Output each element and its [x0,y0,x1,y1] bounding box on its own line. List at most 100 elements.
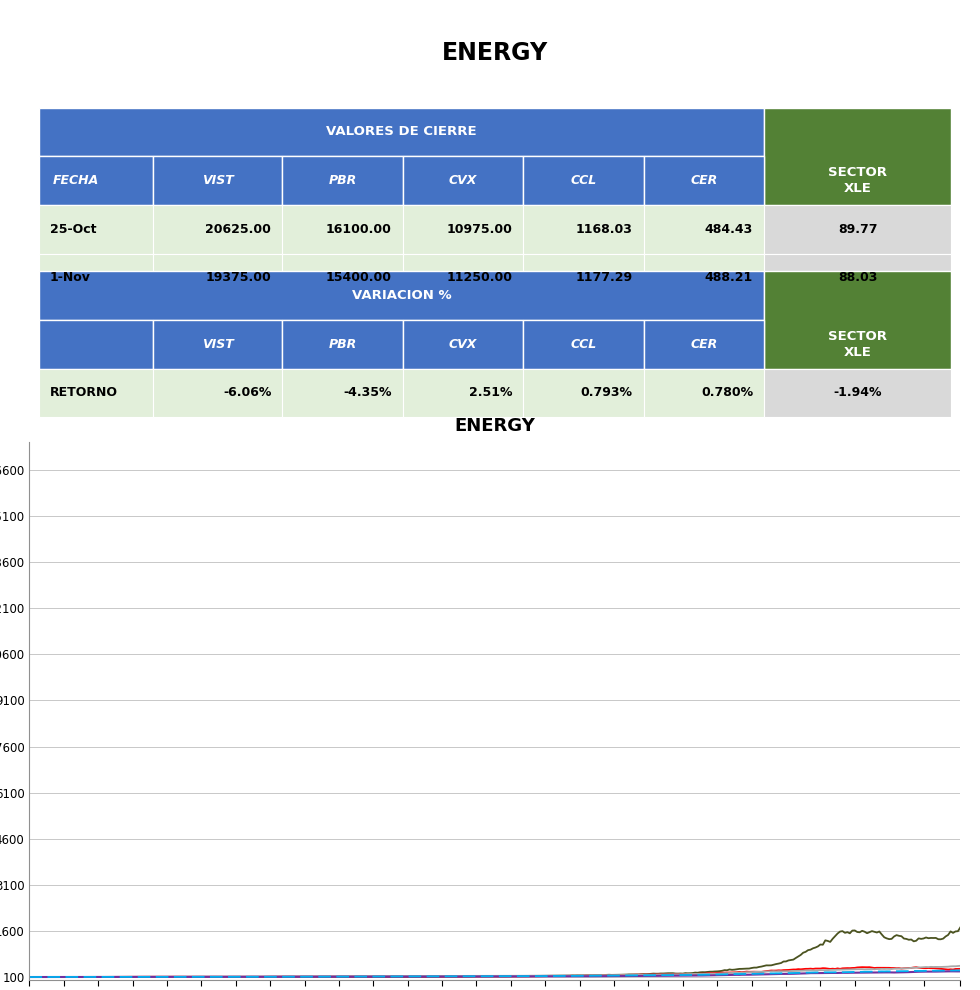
CVX [738,966,750,978]
CER [955,964,966,976]
PBR [539,970,551,982]
Bar [38,253,153,302]
CVX [24,971,35,983]
CER [24,971,35,983]
CCL [24,971,35,983]
Text: -6.06%: -6.06% [223,386,271,399]
Bar [38,368,153,417]
CVX [26,971,38,983]
Text: VALORES DE CIERRE: VALORES DE CIERRE [326,126,476,139]
CER [576,970,588,982]
Bar [153,320,282,368]
VIST [539,970,551,982]
Text: CCL: CCL [570,338,597,350]
Text: 19375.00: 19375.00 [206,271,271,284]
Text: VIST: VIST [202,338,233,350]
CVX [955,960,966,972]
Bar [38,156,153,205]
Bar [644,320,764,368]
CCL [193,971,205,983]
Text: CVX: CVX [449,174,477,187]
Bar [38,320,153,368]
Text: RETORNO: RETORNO [50,386,118,399]
Bar [403,205,523,253]
Line: PBR: PBR [29,967,960,977]
CER [190,971,202,983]
PBR [857,961,868,973]
Bar [764,368,951,417]
Text: 20625.00: 20625.00 [206,223,271,236]
PBR [193,971,205,983]
Text: CER: CER [690,174,717,187]
Bar [153,156,282,205]
CVX [539,969,551,981]
Text: 0.793%: 0.793% [581,386,633,399]
Text: 16100.00: 16100.00 [326,223,392,236]
Bar [764,253,951,302]
Text: SECTOR
XLE: SECTOR XLE [828,166,887,195]
VIST [154,971,166,983]
Text: 1177.29: 1177.29 [575,271,633,284]
Bar [764,108,951,205]
Bar [644,156,764,205]
Line: CCL: CCL [29,971,960,977]
PBR [578,969,590,981]
Bar [403,368,523,417]
Bar [523,368,644,417]
Bar [282,368,403,417]
Bar [523,320,644,368]
CCL [441,970,453,982]
Bar [523,253,644,302]
VIST [24,971,35,983]
CCL [955,965,966,977]
Text: 2.51%: 2.51% [468,386,513,399]
Text: ENERGY: ENERGY [442,42,548,65]
PBR [38,971,50,983]
VIST [441,970,453,982]
Bar [644,253,764,302]
Bar [403,156,523,205]
Bar [282,320,403,368]
PBR [955,963,966,975]
CVX [578,969,590,981]
Text: 10975.00: 10975.00 [446,223,513,236]
CER [713,968,725,980]
CCL [539,970,551,982]
Bar [38,108,764,156]
CCL [716,969,728,981]
CER [439,970,451,982]
Text: 89.77: 89.77 [838,223,877,236]
Text: VARIACION %: VARIACION % [352,289,451,302]
Text: 1168.03: 1168.03 [576,223,633,236]
VIST [578,969,590,981]
Bar [764,271,951,368]
Line: CER: CER [29,970,960,977]
Text: CER: CER [690,338,717,350]
Bar [153,368,282,417]
CCL [738,969,750,981]
Bar [403,320,523,368]
CVX [441,970,453,982]
VIST [955,922,966,934]
Text: PBR: PBR [328,338,357,350]
CVX [716,967,728,979]
Bar [282,156,403,205]
Text: FECHA: FECHA [52,174,99,187]
CCL [578,970,590,982]
Text: -4.35%: -4.35% [343,386,392,399]
Bar [403,253,523,302]
Bar [282,253,403,302]
Bar [153,205,282,253]
Line: CVX: CVX [29,966,960,977]
Bar [764,205,951,253]
PBR [716,966,728,978]
Bar [38,205,153,253]
VIST [716,965,728,977]
Text: 488.21: 488.21 [705,271,753,284]
CCL [26,971,38,983]
CER [537,970,549,982]
Text: 0.780%: 0.780% [701,386,753,399]
Bar [38,271,764,320]
CVX [193,970,205,982]
PBR [24,971,35,983]
